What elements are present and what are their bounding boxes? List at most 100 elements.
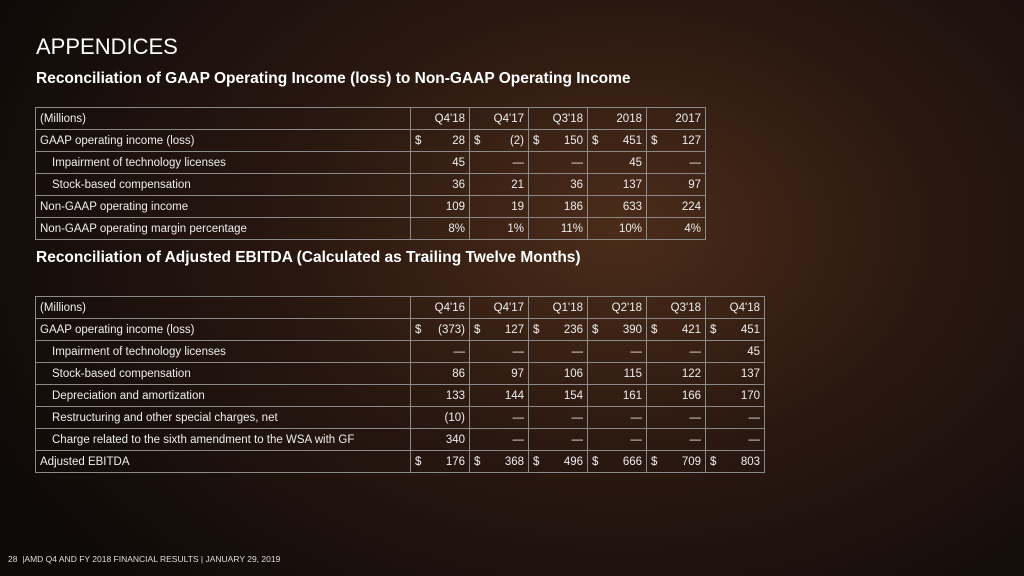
cell: — xyxy=(528,151,588,174)
cell-value: 390 xyxy=(622,323,642,336)
cell: 1% xyxy=(469,217,529,240)
cell-value: 451 xyxy=(740,323,760,336)
footer: 28 |AMD Q4 AND FY 2018 FINANCIAL RESULTS… xyxy=(8,554,280,564)
cell: 154 xyxy=(528,384,588,407)
cell-value: 122 xyxy=(681,367,701,380)
cell-value: 137 xyxy=(740,367,760,380)
cell-value: 45 xyxy=(452,156,465,169)
cell-value: (2) xyxy=(509,134,524,147)
cell-value: 150 xyxy=(563,134,583,147)
title: APPENDICES xyxy=(36,34,178,59)
row-label: Impairment of technology licenses xyxy=(35,340,411,363)
cell: $709 xyxy=(646,450,706,473)
cell-value: 86 xyxy=(452,367,465,380)
currency-symbol: $ xyxy=(415,134,422,147)
cell: 45 xyxy=(410,151,470,174)
cell-value: 21 xyxy=(511,178,524,191)
cell-value: 176 xyxy=(445,455,465,468)
cell-value: — xyxy=(512,156,525,169)
currency-symbol: $ xyxy=(592,455,599,468)
cell: 109 xyxy=(410,195,470,218)
cell: — xyxy=(705,406,765,429)
cell-value: 170 xyxy=(740,389,760,402)
currency-symbol: $ xyxy=(710,323,717,336)
table-row: GAAP operating income (loss) $ (373) $127 $2… xyxy=(35,318,765,341)
column-header: 2017 xyxy=(646,107,706,130)
cell-value: 166 xyxy=(681,389,701,402)
cell: $28 xyxy=(410,129,470,152)
cell: 45 xyxy=(705,340,765,363)
table-row: Impairment of technology licenses — — — — — 45 xyxy=(35,340,765,363)
row-label: GAAP operating income (loss) xyxy=(35,318,411,341)
cell: $150 xyxy=(528,129,588,152)
cell: 340 xyxy=(410,428,470,451)
cell-value: — xyxy=(689,433,702,446)
cell-value: 115 xyxy=(623,367,642,380)
cell-value: 8% xyxy=(448,222,465,235)
cell-value: 127 xyxy=(504,323,524,336)
footer-text: |AMD Q4 AND FY 2018 FINANCIAL RESULTS | … xyxy=(22,554,281,564)
table-row: Non-GAAP operating income 109 19 186 633 224 xyxy=(35,195,706,218)
cell-value: 633 xyxy=(622,200,642,213)
currency-symbol: $ xyxy=(474,323,481,336)
cell: — xyxy=(469,340,529,363)
cell-value: 186 xyxy=(563,200,583,213)
cell: — xyxy=(469,151,529,174)
table-row: Adjusted EBITDA $176 $368 $496 $666 $709 $803 xyxy=(35,450,765,473)
cell: 11% xyxy=(528,217,588,240)
cell: — xyxy=(410,340,470,363)
cell-value: 340 xyxy=(445,433,465,446)
cell-value: 45 xyxy=(629,156,642,169)
cell: $451 xyxy=(587,129,647,152)
cell-value: 144 xyxy=(504,389,524,402)
cell-value: — xyxy=(453,345,466,358)
cell: $803 xyxy=(705,450,765,473)
cell-value: — xyxy=(630,345,643,358)
cell: 10% xyxy=(587,217,647,240)
cell: 166 xyxy=(646,384,706,407)
cell-value: 224 xyxy=(681,200,701,213)
cell-value: 109 xyxy=(445,200,465,213)
cell-value: 19 xyxy=(511,200,524,213)
cell-value: 368 xyxy=(504,455,524,468)
cell: $390 xyxy=(587,318,647,341)
cell-value: — xyxy=(689,345,702,358)
cell: $127 xyxy=(469,318,529,341)
table: (Millions) Q4'18 Q4'17 Q3'18 2018 2017 GAAP op… xyxy=(35,107,706,240)
cell-value: 451 xyxy=(622,134,642,147)
cell: $ (2) xyxy=(469,129,529,152)
cell-value: — xyxy=(630,433,643,446)
row-label: Charge related to the sixth amendment to… xyxy=(35,428,411,451)
cell-value: — xyxy=(571,411,584,424)
column-header: Q3'18 xyxy=(646,296,706,319)
cell-value: 137 xyxy=(622,178,642,191)
cell: $176 xyxy=(410,450,470,473)
cell: — xyxy=(587,406,647,429)
column-header: Q4'17 xyxy=(469,107,529,130)
page-number: 28 xyxy=(8,554,18,564)
header-row: (Millions) Q4'16 Q4'17 Q1'18 Q2'18 Q3'18 Q4'18 xyxy=(35,296,765,319)
cell-value: 4% xyxy=(684,222,701,235)
table-title: Reconciliation of Adjusted EBITDA (Calcu… xyxy=(36,249,581,266)
cell-value: 133 xyxy=(445,389,465,402)
column-header: Q4'18 xyxy=(410,107,470,130)
table-row: Stock-based compensation 86 97 106 115 122 137 xyxy=(35,362,765,385)
currency-symbol: $ xyxy=(651,455,658,468)
cell: 97 xyxy=(469,362,529,385)
currency-symbol: $ xyxy=(415,323,422,336)
cell-value: 496 xyxy=(563,455,583,468)
currency-symbol: $ xyxy=(592,323,599,336)
cell-value: 154 xyxy=(563,389,583,402)
column-header: 2018 xyxy=(587,107,647,130)
currency-symbol: $ xyxy=(415,455,422,468)
cell-value: 36 xyxy=(452,178,465,191)
column-header: Q4'16 xyxy=(410,296,470,319)
cell: 144 xyxy=(469,384,529,407)
row-label: Depreciation and amortization xyxy=(35,384,411,407)
cell: 137 xyxy=(705,362,765,385)
cell: — xyxy=(528,340,588,363)
cell-value: 709 xyxy=(681,455,701,468)
cell-value: 161 xyxy=(622,389,642,402)
currency-symbol: $ xyxy=(651,134,658,147)
